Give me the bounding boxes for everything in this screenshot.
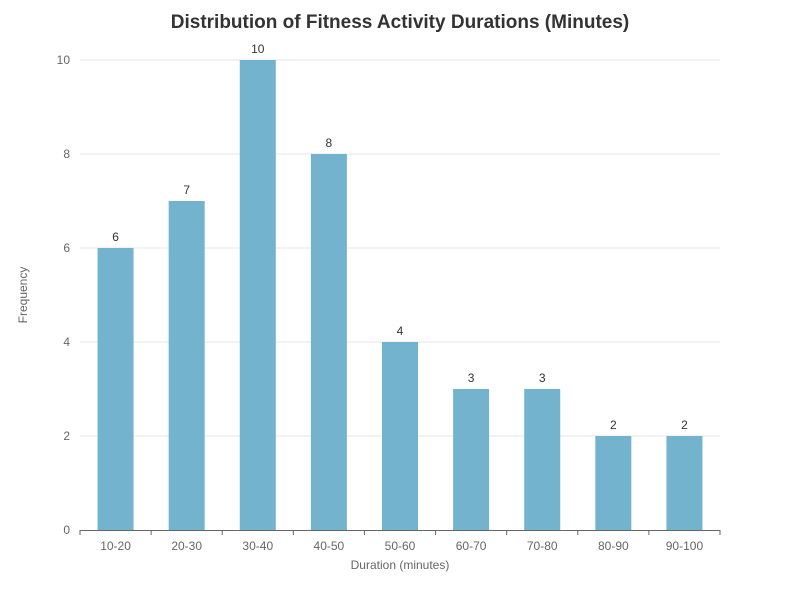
chart-title: Distribution of Fitness Activity Duratio… (171, 12, 629, 33)
bar-value-label: 3 (468, 371, 475, 385)
x-tick-label: 30-40 (242, 539, 273, 553)
x-axis-title: Duration (minutes) (351, 558, 450, 572)
y-tick-label: 4 (63, 335, 70, 349)
y-tick-label: 8 (63, 147, 70, 161)
x-tick-label: 20-30 (171, 539, 202, 553)
bar[interactable] (524, 389, 561, 530)
x-tick-label: 70-80 (527, 539, 558, 553)
bar[interactable] (595, 436, 632, 530)
bar-value-label: 3 (539, 371, 546, 385)
y-tick-label: 6 (63, 241, 70, 255)
bar[interactable] (97, 248, 134, 530)
bar-value-label: 10 (251, 42, 265, 56)
bar-value-label: 7 (183, 183, 190, 197)
bar[interactable] (239, 60, 276, 530)
y-axis: 0 2 4 6 8 10 (57, 53, 71, 537)
x-tick-label: 90-100 (666, 539, 704, 553)
bar-value-label: 2 (681, 418, 688, 432)
data-labels: 6 7 10 8 4 3 3 2 2 (112, 42, 688, 432)
x-tick-label: 60-70 (456, 539, 487, 553)
x-tick-label: 50-60 (385, 539, 416, 553)
bar[interactable] (168, 201, 205, 530)
bars (97, 60, 703, 530)
y-tick-label: 2 (63, 429, 70, 443)
bar[interactable] (666, 436, 703, 530)
bar[interactable] (382, 342, 418, 530)
y-tick-label: 0 (63, 523, 70, 537)
x-axis: 10-20 20-30 30-40 40-50 50-60 60-70 70-80 80-90… (79, 530, 721, 553)
x-tick-label: 80-90 (598, 539, 629, 553)
bar-value-label: 8 (326, 136, 333, 150)
bar-value-label: 6 (112, 230, 119, 244)
bar-value-label: 2 (610, 418, 617, 432)
y-tick-label: 10 (57, 53, 71, 67)
bar-value-label: 4 (397, 324, 404, 338)
x-tick-label: 10-20 (100, 539, 131, 553)
bar[interactable] (310, 154, 347, 530)
x-tick-label: 40-50 (314, 539, 345, 553)
y-axis-title: Frequency (16, 267, 30, 324)
bar[interactable] (453, 389, 490, 530)
